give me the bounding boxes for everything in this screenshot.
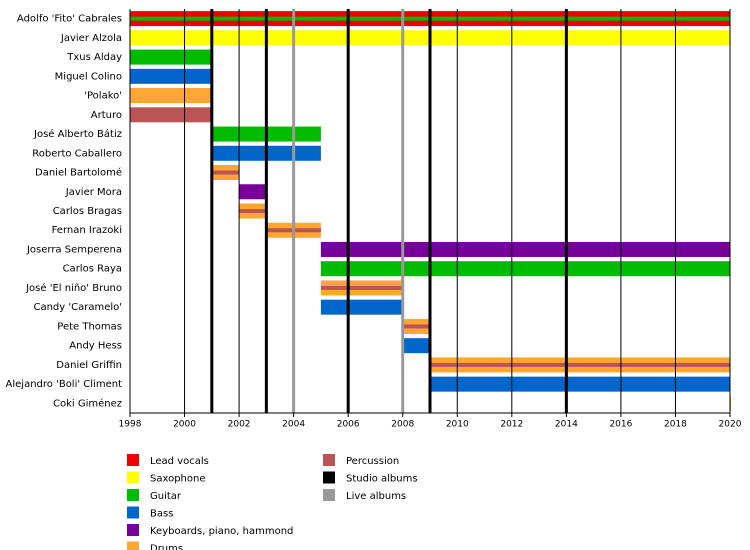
- bar: [320, 261, 730, 277]
- bar: [239, 184, 267, 200]
- row-label: Daniel Griffin: [56, 360, 122, 371]
- bar-stripe: [402, 324, 430, 329]
- legend-label: Studio albums: [346, 474, 418, 485]
- x-tick-label: 2000: [173, 420, 196, 430]
- x-tick-label: 2002: [228, 420, 251, 430]
- row-label: José 'El niño' Bruno: [25, 282, 122, 294]
- x-tick-label: 2018: [664, 420, 687, 430]
- legend-swatch: [127, 524, 139, 536]
- row-label: Carlos Bragas: [53, 206, 122, 217]
- x-tick-label: 2012: [500, 420, 523, 430]
- legend-label: Keyboards, piano, hammond: [150, 526, 293, 537]
- legend-swatch: [323, 489, 335, 501]
- bar-stripe: [211, 170, 240, 175]
- row-label: Carlos Raya: [63, 264, 122, 275]
- legend-label: Lead vocals: [150, 456, 209, 467]
- row-label: José Alberto Bátiz: [33, 128, 122, 140]
- row-label: Daniel Bartolomé: [35, 167, 122, 179]
- row-label: Txus Alday: [66, 52, 122, 63]
- row-label: Candy 'Caramelo': [33, 302, 122, 313]
- x-tick-label: 2014: [555, 420, 578, 430]
- bar: [130, 49, 212, 65]
- x-tick-label: 2004: [282, 420, 305, 430]
- legend-swatch: [323, 454, 335, 466]
- legend-label: Saxophone: [150, 474, 206, 485]
- legend-label: Drums: [150, 544, 183, 550]
- x-tick-label: 2020: [719, 420, 742, 430]
- legend-swatch: [127, 541, 139, 550]
- row-label: Roberto Caballero: [32, 148, 122, 159]
- bar: [430, 376, 730, 392]
- x-tick-label: 1998: [119, 420, 142, 430]
- row-label: Alejandro 'Boli' Climent: [6, 379, 123, 390]
- legend-label: Guitar: [150, 491, 182, 502]
- bar: [402, 338, 430, 354]
- row-label: Miguel Colino: [55, 71, 122, 82]
- row-label: Arturo: [91, 110, 122, 121]
- bar: [320, 299, 403, 315]
- x-tick-label: 2016: [609, 420, 632, 430]
- bar: [130, 107, 212, 123]
- bar-stripe: [430, 362, 730, 367]
- bar: [130, 68, 212, 84]
- row-label: Joserra Semperena: [26, 244, 122, 255]
- legend-swatch: [127, 471, 139, 484]
- x-tick-label: 2008: [391, 420, 414, 430]
- x-tick-label: 2010: [446, 420, 469, 430]
- row-label: Fernan Irazoki: [52, 225, 122, 236]
- row-label: Javier Mora: [65, 187, 122, 198]
- row-label: Pete Thomas: [57, 321, 122, 332]
- row-label: Adolfo 'Fito' Cabrales: [17, 14, 122, 25]
- legend-label: Bass: [150, 509, 173, 520]
- legend-swatch: [127, 454, 139, 466]
- legend-swatch: [127, 506, 139, 519]
- bar-stripe: [320, 285, 403, 290]
- legend-label: Percussion: [346, 456, 399, 467]
- bar: [320, 241, 730, 257]
- row-label: 'Polako': [84, 91, 122, 102]
- x-tick-label: 2006: [337, 420, 360, 430]
- legend-label: Live albums: [346, 491, 406, 502]
- legend-swatch: [127, 489, 139, 501]
- bar-stripe: [239, 209, 267, 213]
- row-label: Andy Hess: [69, 341, 122, 352]
- bar: [130, 88, 212, 104]
- row-label: Javier Alzola: [60, 33, 122, 44]
- legend-swatch: [323, 471, 335, 484]
- row-label: Coki Giménez: [53, 397, 122, 409]
